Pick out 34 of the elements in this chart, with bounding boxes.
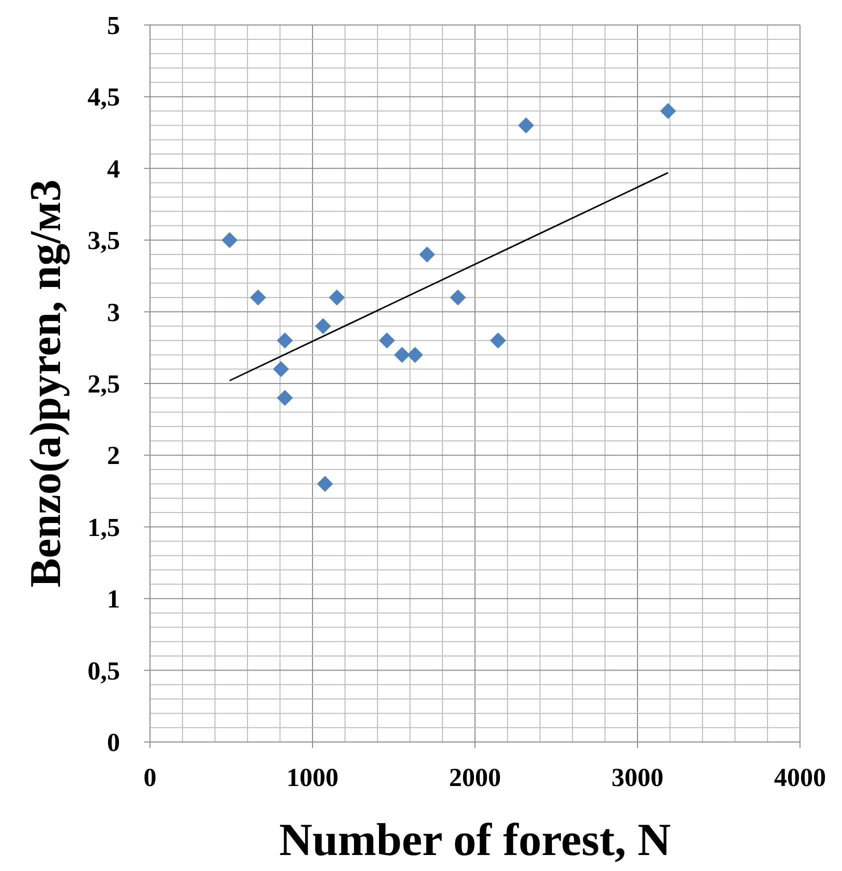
point bbox=[328, 289, 345, 306]
y-axis-title: Benzo(a)pyren, ng/м3 bbox=[21, 179, 70, 588]
point bbox=[419, 246, 436, 262]
point bbox=[250, 289, 266, 306]
x-axis-title: Number of forest, N bbox=[279, 814, 671, 865]
y-tick-label: 1,5 bbox=[88, 512, 120, 542]
point bbox=[660, 103, 676, 120]
x-tick-label: 0 bbox=[144, 763, 156, 792]
x-tick-label: 2000 bbox=[449, 763, 501, 792]
y-tick-label: 1 bbox=[107, 584, 120, 614]
point bbox=[490, 332, 506, 348]
y-tick-label: 3,5 bbox=[88, 226, 120, 256]
y-tick-label: 2,5 bbox=[88, 370, 120, 398]
point bbox=[317, 476, 334, 492]
point bbox=[276, 390, 293, 406]
y-tick-label: 0,5 bbox=[88, 656, 120, 686]
x-tick-label: 1000 bbox=[286, 763, 338, 792]
point bbox=[222, 232, 238, 248]
y-tick-label: 3 bbox=[107, 298, 120, 327]
y-tick-label: 5 bbox=[107, 11, 120, 40]
point bbox=[450, 289, 466, 306]
point bbox=[394, 346, 410, 363]
y-tick-label: 2 bbox=[107, 441, 120, 470]
point bbox=[518, 117, 534, 134]
x-tick-label: 3000 bbox=[612, 763, 664, 792]
point bbox=[407, 346, 424, 363]
point bbox=[276, 332, 293, 348]
point bbox=[378, 332, 395, 348]
point bbox=[315, 318, 332, 334]
y-tick-label: 0 bbox=[107, 728, 120, 757]
y-tick-label: 4,5 bbox=[88, 82, 120, 112]
point bbox=[272, 361, 289, 378]
y-tick-label: 4 bbox=[107, 154, 120, 184]
x-tick-label: 4000 bbox=[774, 763, 826, 792]
